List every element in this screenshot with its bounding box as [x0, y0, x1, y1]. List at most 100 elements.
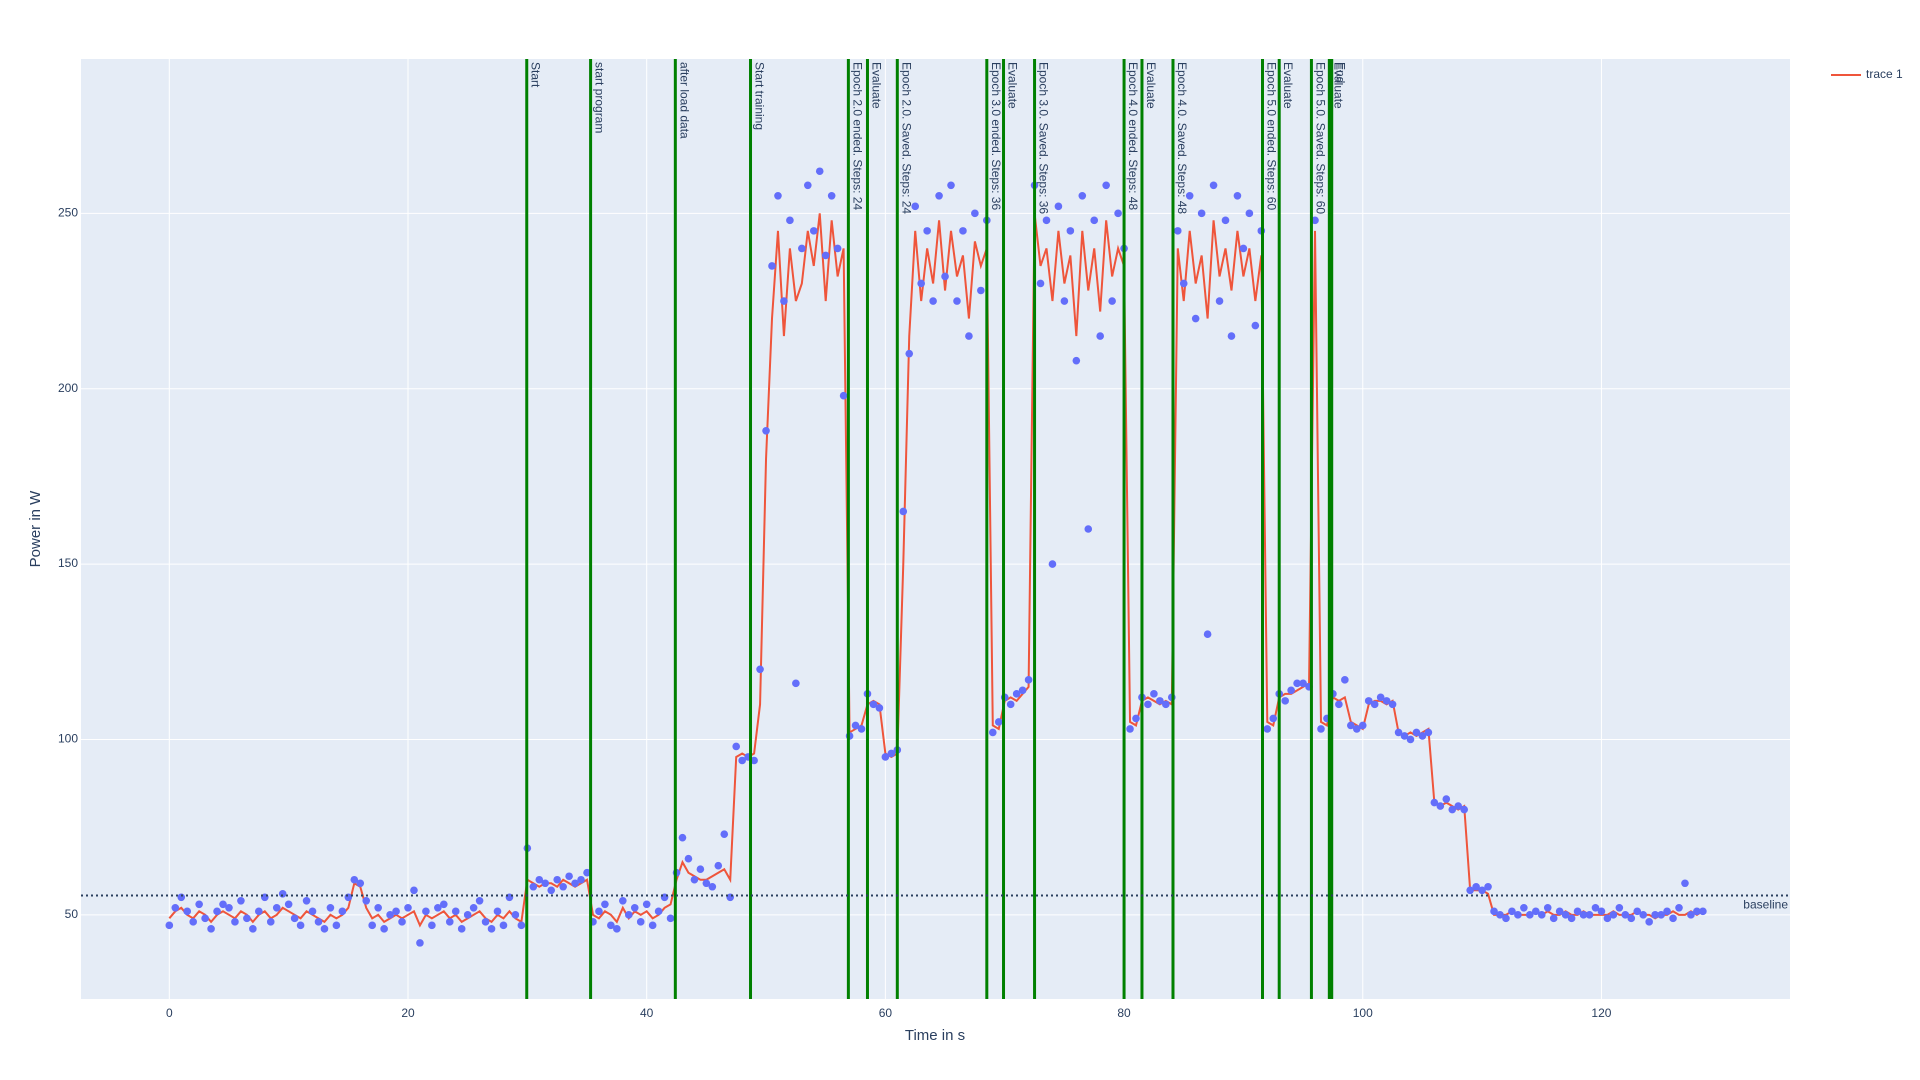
marker-point: [1400, 732, 1409, 740]
event-label: Epoch 4.0. Saved. Steps: 48: [1175, 62, 1189, 214]
marker-point: [1287, 686, 1295, 695]
marker-point: [911, 202, 920, 211]
marker-point: [398, 918, 406, 926]
marker-point: [977, 286, 985, 295]
y-tick-label: 200: [58, 381, 78, 395]
marker-point: [929, 297, 937, 305]
marker-point: [1663, 907, 1671, 916]
marker-point: [207, 925, 215, 933]
marker-point: [225, 904, 233, 912]
marker-point: [469, 904, 478, 912]
event-label: Epoch 3.0. Saved. Steps: 36: [1037, 62, 1051, 214]
marker-point: [255, 907, 263, 916]
marker-point: [237, 896, 245, 905]
marker-point: [1388, 700, 1397, 709]
marker-point: [1209, 181, 1218, 190]
marker-point: [1561, 911, 1570, 919]
marker-point: [988, 728, 997, 737]
line-trace: [168, 213, 1704, 928]
marker-point: [905, 349, 914, 358]
marker-point: [1693, 907, 1701, 916]
event-label: Epoch 5.0 ended. Steps: 60: [1265, 62, 1279, 210]
marker-point: [1215, 297, 1224, 305]
marker-point: [595, 907, 603, 916]
marker-point: [1078, 191, 1087, 200]
marker-point: [1144, 700, 1152, 709]
marker-point: [607, 921, 615, 930]
marker-point: [1311, 216, 1319, 225]
marker-point: [1382, 697, 1391, 705]
marker-point: [1042, 216, 1051, 225]
marker-point: [1615, 904, 1624, 912]
event-label: Epoch 2.0 ended. Steps: 24: [850, 62, 864, 210]
marker-point: [213, 907, 221, 916]
marker-point: [1490, 907, 1498, 916]
marker-point: [416, 939, 424, 947]
marker-point: [1102, 181, 1110, 190]
marker-point: [463, 911, 472, 919]
marker-point: [577, 875, 585, 884]
marker-point: [1412, 728, 1421, 737]
marker-point: [1376, 693, 1385, 702]
marker-point: [529, 882, 538, 891]
marker-point: [201, 914, 209, 923]
marker-point: [1496, 911, 1504, 919]
marker-point: [613, 925, 621, 933]
marker-point: [619, 896, 627, 905]
marker-point: [1018, 686, 1027, 695]
marker-point: [517, 921, 526, 930]
marker-point: [284, 900, 293, 909]
marker-point: [1424, 728, 1433, 737]
event-label: after load data: [677, 62, 691, 139]
marker-point: [1645, 918, 1653, 926]
marker-point: [917, 279, 925, 288]
marker-point: [1281, 697, 1289, 705]
marker-point: [1394, 728, 1403, 737]
marker-point: [1221, 216, 1230, 225]
marker-point: [1460, 805, 1468, 814]
marker-point: [798, 244, 806, 253]
x-tick-label: 100: [1353, 1006, 1373, 1020]
marker-point: [690, 875, 699, 884]
marker-point: [1203, 630, 1212, 639]
marker-point: [1454, 802, 1463, 810]
marker-point: [1293, 679, 1301, 688]
marker-point: [1484, 882, 1492, 891]
marker-point: [1185, 191, 1194, 200]
marker-point: [386, 911, 394, 919]
x-tick-label: 0: [166, 1006, 173, 1020]
marker-point: [1233, 191, 1242, 200]
marker-point: [1024, 676, 1033, 684]
marker-point: [296, 921, 305, 930]
marker-point: [1269, 714, 1278, 723]
marker-point: [1251, 321, 1260, 330]
marker-point: [642, 900, 651, 909]
marker-point: [1299, 679, 1307, 688]
marker-point: [541, 879, 550, 888]
marker-point: [1537, 911, 1546, 919]
x-tick-label: 120: [1591, 1006, 1611, 1020]
y-tick-label: 250: [58, 206, 78, 220]
marker-point: [887, 749, 896, 758]
legend-label: trace 1: [1866, 67, 1903, 81]
marker-point: [368, 921, 376, 930]
marker-point: [278, 889, 287, 898]
marker-point: [1036, 279, 1045, 288]
marker-point: [171, 904, 180, 912]
marker-point: [792, 679, 800, 688]
marker-point: [1341, 676, 1349, 684]
marker-point: [1621, 911, 1630, 919]
marker-point: [374, 904, 382, 912]
marker-point: [290, 914, 299, 923]
marker-point: [1520, 904, 1528, 912]
marker-point: [959, 227, 967, 235]
marker-point: [583, 868, 591, 877]
marker-point: [935, 191, 943, 200]
marker-point: [833, 244, 842, 253]
marker-point: [183, 907, 192, 916]
marker-point: [1335, 700, 1343, 709]
marker-point: [1054, 202, 1063, 211]
event-label: start program: [593, 62, 607, 133]
marker-point: [1687, 911, 1695, 919]
